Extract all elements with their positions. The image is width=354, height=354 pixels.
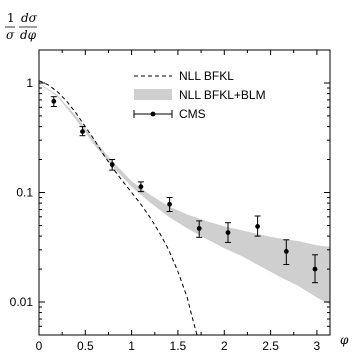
legend-swatch-nll-bfkl-blm [134,89,172,100]
y-label-num-left: 1 [7,11,15,25]
cms-point [51,98,57,104]
x-tick-label: 1.5 [170,339,187,353]
cms-point [138,184,144,190]
cms-point [312,266,318,272]
legend-label-nll-bfkl-blm: NLL BFKL+BLM [179,88,266,102]
ticks-layer: 0 0.5 1 1.5 2 2.5 3 1 0.1 0.01 [10,50,330,353]
y-label-num-right: dσ [21,11,38,25]
dashed-layer [39,80,198,335]
series-band-nll-bfkl-blm [39,83,330,305]
cms-point [255,224,260,229]
y-axis-label: 1 dσ σ dφ [5,11,38,42]
y-tick-label: 1 [26,76,33,90]
cms-point [225,230,231,236]
y-tick-label: 0.1 [16,186,33,200]
cms-point [167,201,173,207]
legend-label-cms: CMS [179,107,206,121]
series-line-nll-bfkl [39,80,198,335]
x-tick-label: 0.5 [77,339,94,353]
legend: NLL BFKL NLL BFKL+BLM CMS [133,69,266,121]
y-tick-label: 0.01 [10,295,34,309]
x-tick-label: 1 [128,339,135,353]
x-tick-label: 0 [36,339,43,353]
cms-point [196,226,202,231]
x-tick-label: 2.5 [262,339,279,353]
legend-label-nll-bfkl: NLL BFKL [179,69,234,83]
y-label-den-right: dφ [20,28,37,42]
points-layer [50,96,318,284]
cms-point [80,129,85,135]
cms-point [109,162,115,167]
x-axis-label: φ [340,333,349,347]
legend-swatch-cms-point [150,111,156,117]
band-layer [39,83,330,305]
x-tick-label: 2 [221,339,228,353]
cms-point [283,249,289,254]
x-tick-label: 3 [314,339,321,353]
y-label-den-left: σ [6,28,15,42]
